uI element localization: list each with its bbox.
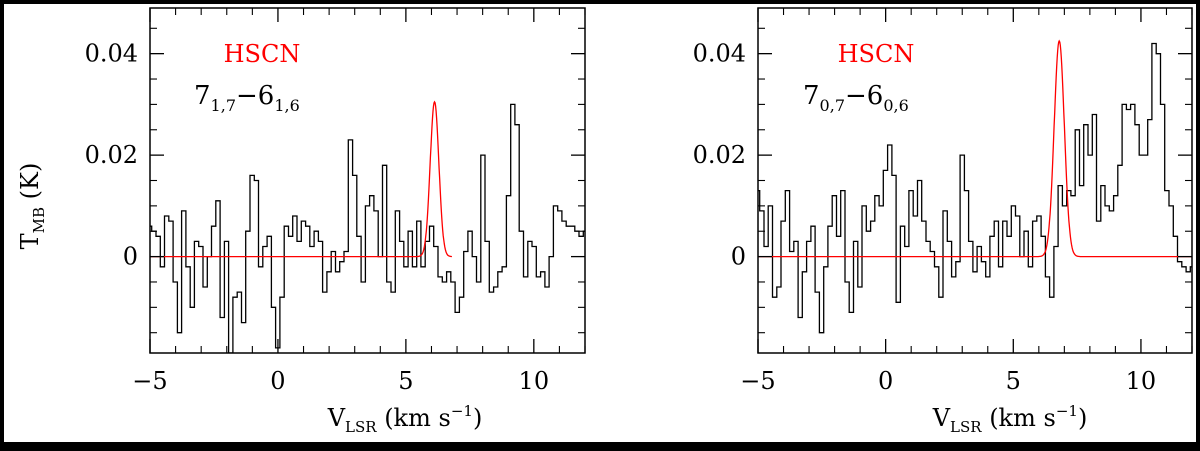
x-tick-label: 5 — [398, 367, 413, 395]
y-axis-label: TMB (K) — [16, 163, 48, 250]
y-tick-label: 0.02 — [85, 141, 138, 169]
x-tick-label: 0 — [270, 367, 285, 395]
y-tick-label: 0.02 — [693, 141, 746, 169]
x-tick-label: 0 — [878, 367, 893, 395]
x-tick-label: 10 — [519, 367, 550, 395]
left-species-label: HSCN — [224, 40, 301, 68]
left-gaussian-fit-line — [150, 100, 453, 258]
y-tick-label: 0 — [731, 243, 746, 271]
right-x-axis-label: VLSR (km s−1) — [932, 402, 1088, 436]
left-transition-label: 71,7−61,6 — [194, 81, 300, 115]
x-tick-label: −5 — [132, 367, 167, 395]
y-tick-label: 0 — [123, 243, 138, 271]
left-spectrum-panel: −5 0 5 10 0 0.02 0.04 HSCN 71,7−61,6 VLSR (km … — [85, 7, 586, 436]
left-x-axis-label: VLSR (km s−1) — [327, 402, 483, 436]
figure-background — [4, 4, 1196, 442]
x-tick-label: 10 — [1126, 367, 1157, 395]
right-species-label: HSCN — [838, 40, 915, 68]
right-spectrum-panel: −5 0 5 10 0 0.02 0.04 HSCN 70,7−60,6 VLSR (km … — [693, 7, 1193, 436]
x-tick-label: 5 — [1006, 367, 1021, 395]
y-tick-label: 0.04 — [693, 40, 746, 68]
right-transition-label: 70,7−60,6 — [803, 81, 909, 115]
right-gaussian-fit-line — [758, 39, 1192, 258]
right-spectrum-line — [758, 42, 1192, 334]
x-tick-label: −5 — [740, 367, 775, 395]
y-tick-label: 0.04 — [85, 40, 138, 68]
